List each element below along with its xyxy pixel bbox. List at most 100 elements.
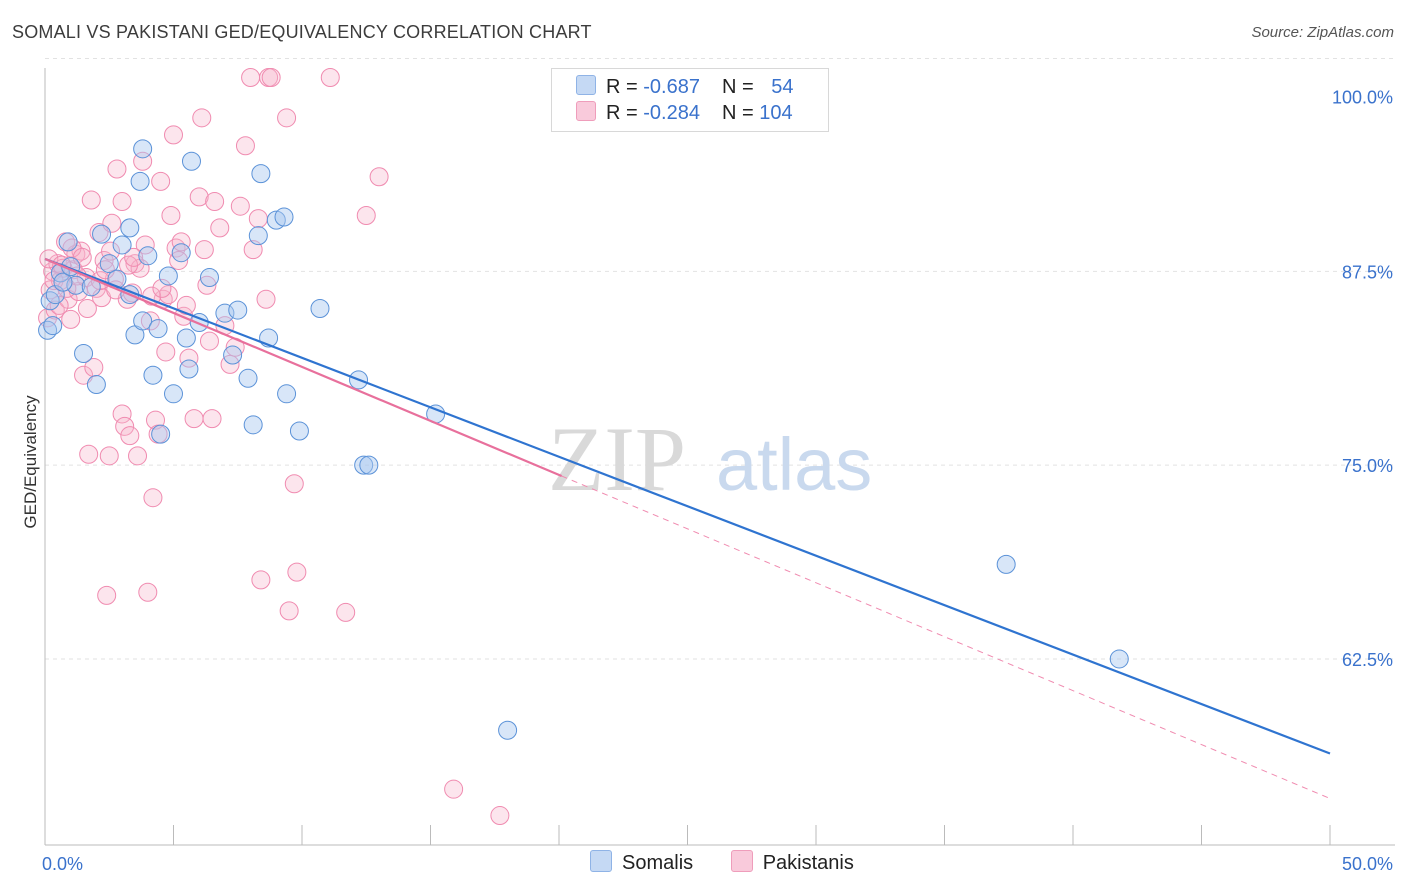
somalis-point [148,319,168,339]
axes [44,68,1395,846]
somalis-point [151,424,171,444]
pakistanis-point [77,299,97,319]
chart-title: SOMALI VS PAKISTANI GED/EQUIVALENCY CORR… [12,22,592,42]
pakistanis-point [99,446,119,466]
y-axis-label: GED/Equivalency [21,395,40,529]
legend-row-pakistanis: R = -0.284 N = 104 [576,101,793,127]
somalis-point [43,316,63,336]
pakistanis-point [179,348,199,368]
x-tick-label: 50.0% [1342,854,1393,874]
somalis-point [53,272,73,292]
pakistanis-point [49,295,69,315]
pakistanis-point [128,446,148,466]
pakistanis-point [230,196,250,216]
somalis-point [181,151,201,171]
pakistanis-point [140,311,160,331]
pakistanis-point [184,409,204,429]
somalis-point [199,268,219,288]
somalis-point [289,421,309,441]
pakistanis-point [81,190,101,210]
legend-swatch-pakistanis [576,101,596,121]
somalis-trend-line [44,257,1331,755]
somalis-point [58,232,78,252]
pakistanis-point [202,409,222,429]
somalis-point [996,554,1016,574]
pakistanis-point [156,342,176,362]
somalis-point [40,291,60,311]
somalis-point [274,207,294,227]
legend-swatch-pakistanis [730,850,753,872]
y-tick-label: 62.5% [1342,650,1393,670]
somalis-point [248,226,268,246]
pakistanis-trend-line [44,257,562,477]
pakistanis-points [38,68,510,826]
pakistanis-point [261,68,281,88]
pakistanis-point [356,205,376,225]
watermark: ZIP atlas [548,408,872,510]
pakistanis-point [115,416,135,436]
somalis-point [130,171,150,191]
pakistanis-point [210,218,230,238]
pakistanis-point [490,806,510,826]
pakistanis-point [189,187,209,207]
somalis-point [238,368,258,388]
pakistanis-point [251,570,271,590]
stats-legend: R = -0.687 N = 54 R = -0.284 N = 104 [551,68,829,132]
somalis-point [92,224,112,244]
legend-label-pakistanis: Pakistanis [762,852,854,874]
legend-r-label: R = [606,76,644,98]
pakistanis-point [192,108,212,128]
somalis-point [359,455,379,475]
pakistanis-point [256,289,276,309]
watermark-atlas: atlas [716,423,872,506]
somalis-point [158,266,178,286]
somalis-point [143,365,163,385]
somalis-point [354,455,374,475]
legend-r-value: -0.284 [643,102,700,124]
pakistanis-point [194,240,214,260]
y-tick-label: 75.0% [1342,456,1393,476]
pakistanis-point [138,582,158,602]
somalis-point [243,415,263,435]
y-tick-label: 87.5% [1342,262,1393,282]
source-label: Source: ZipAtlas.com [1251,24,1394,41]
legend-swatch-somalis [576,75,596,95]
pakistanis-point [143,488,163,508]
pakistanis-point [169,250,189,270]
somalis-point [66,275,86,295]
somalis-point [112,235,132,255]
pakistanis-point [151,171,171,191]
pakistanis-point [235,136,255,156]
legend-item-pakistanis[interactable]: Pakistanis [730,850,854,875]
somalis-point [86,375,106,395]
series-legend: Somalis Pakistanis [590,850,886,875]
x-tick-label: 0.0% [42,854,83,874]
pakistanis-point [336,602,356,622]
somalis-point [310,299,330,319]
somalis-point [179,359,199,379]
pakistanis-point [241,68,261,88]
trend-lines [44,257,1331,799]
legend-row-somalis: R = -0.687 N = 54 [576,75,793,101]
legend-item-somalis[interactable]: Somalis [590,850,693,875]
pakistanis-point [79,444,99,464]
somalis-point [74,343,94,363]
pakistanis-point [199,331,219,351]
pakistanis-point [161,205,181,225]
somalis-point [133,311,153,331]
pakistanis-trend-extension [561,475,1331,799]
somalis-point [277,384,297,404]
pakistanis-point [84,357,104,377]
somalis-point [228,300,248,320]
pakistanis-point [74,365,94,385]
pakistanis-point [205,192,225,212]
somalis-point [251,164,271,184]
legend-n-label: N = [721,76,760,98]
watermark-zip: ZIP [548,408,686,510]
pakistanis-point [61,309,81,329]
pakistanis-point [97,585,117,605]
pakistanis-point [279,601,299,621]
legend-n-label: N = [721,102,760,124]
pakistanis-point [284,474,304,494]
